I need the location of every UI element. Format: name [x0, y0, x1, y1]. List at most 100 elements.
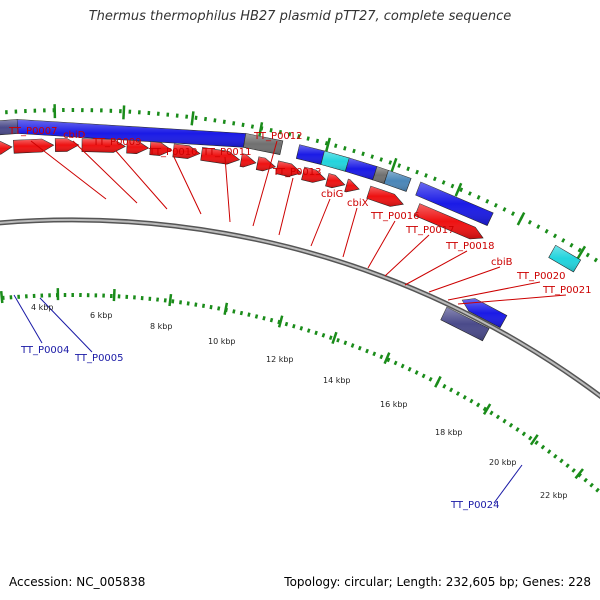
outer-tick [441, 180, 446, 185]
inner-tick [209, 304, 213, 310]
gene-blue-left-shade [462, 298, 507, 328]
gene-red-shade [13, 139, 54, 154]
inner-tick [386, 357, 391, 363]
inner-tick [428, 376, 433, 382]
gene-steel-shade [384, 170, 412, 192]
major-tick [223, 302, 229, 315]
major-tick [454, 182, 463, 197]
inner-tick [365, 348, 369, 354]
inner-tick [357, 345, 362, 351]
gene-slate-shade [440, 307, 490, 341]
inner-tick [163, 298, 167, 303]
backbone-line [0, 219, 600, 398]
inner-tick [336, 337, 340, 343]
inner-tick [186, 301, 190, 306]
backbone-shadow [0, 217, 600, 400]
major-tick [168, 293, 173, 307]
gene-blue-shade [296, 144, 325, 165]
outer-tick [593, 257, 598, 263]
outer-tick [502, 207, 507, 212]
outer-tick [297, 134, 301, 139]
outer-tick [569, 242, 574, 248]
inner-tick [269, 317, 274, 323]
outer-tick [424, 173, 428, 178]
outer-tick [406, 166, 410, 172]
backbone [0, 217, 600, 400]
inner-tick [508, 422, 514, 428]
outer-tick [287, 132, 292, 137]
gene-blue-shade [17, 119, 246, 148]
inner-tick [559, 458, 564, 464]
inner-tick [239, 310, 244, 316]
inner-tick [449, 387, 454, 393]
gene-gray-shade [372, 166, 389, 184]
major-tick [277, 315, 284, 328]
outer-tick [577, 247, 582, 253]
inner-tick [400, 363, 405, 369]
inner-tick [502, 418, 507, 424]
major-tick [529, 434, 539, 446]
inner-tick [284, 321, 289, 327]
outer-tick [315, 138, 320, 144]
inner-tick [528, 435, 533, 441]
inner-tick [589, 482, 594, 488]
outer-tick [185, 114, 189, 119]
outer-tick [536, 224, 541, 230]
gene-cyan-shade [548, 245, 581, 272]
gene-red-shade [301, 167, 326, 183]
major-tick [331, 331, 338, 345]
gene-red-shade [149, 141, 172, 156]
inner-tick [247, 312, 251, 317]
major-tick [383, 352, 391, 365]
outer-tick [561, 238, 566, 243]
gene-red-shade [415, 203, 484, 239]
inner-tick [393, 360, 398, 366]
accession-text: Accession: NC_005838 [9, 575, 146, 589]
inner-tick [262, 315, 266, 321]
outer-tick [333, 143, 338, 149]
outer-tick [379, 157, 383, 162]
gene-slate-shade [0, 119, 18, 135]
inner-tick [534, 440, 539, 445]
outer-tick [510, 211, 516, 216]
inner-tick [469, 398, 474, 404]
outer-tick [527, 219, 532, 225]
inner-tick [254, 314, 259, 319]
inner-tick [156, 297, 160, 302]
major-tick [574, 468, 584, 480]
gene-red-shade [366, 186, 404, 207]
major-tick [390, 157, 398, 172]
inner-tick [421, 373, 426, 379]
outer-tick [485, 198, 490, 204]
inner-tick [350, 343, 355, 348]
outer-tick [585, 252, 590, 258]
inner-tick [489, 410, 494, 416]
inner-tick [171, 299, 175, 304]
inner-tick [217, 306, 221, 311]
outer-tick [232, 121, 236, 126]
gene-red-shade [275, 160, 302, 177]
inner-tick [595, 487, 600, 493]
inner-tick [462, 394, 467, 400]
inner-tick [379, 354, 384, 360]
summary-text: Topology: circular; Length: 232,605 bp; … [284, 575, 591, 589]
major-tick [516, 212, 526, 226]
outer-tick [278, 129, 283, 135]
outer-tick [306, 136, 310, 141]
gene-red-shade [256, 156, 276, 171]
inner-tick [321, 332, 326, 338]
tick-layer [0, 104, 600, 493]
outer-tick [241, 122, 245, 128]
inner-tick [495, 414, 501, 420]
gene-blue-shade [415, 182, 494, 226]
gene-red-shade [325, 173, 345, 188]
outer-tick [213, 118, 217, 123]
inner-tick [540, 444, 546, 450]
outer-tick [432, 176, 437, 182]
inner-tick [442, 383, 447, 389]
outer-tick [194, 115, 198, 120]
outer-tick [450, 183, 455, 189]
outer-tick [203, 116, 208, 122]
inner-tick [583, 477, 588, 483]
major-tick [0, 290, 4, 304]
